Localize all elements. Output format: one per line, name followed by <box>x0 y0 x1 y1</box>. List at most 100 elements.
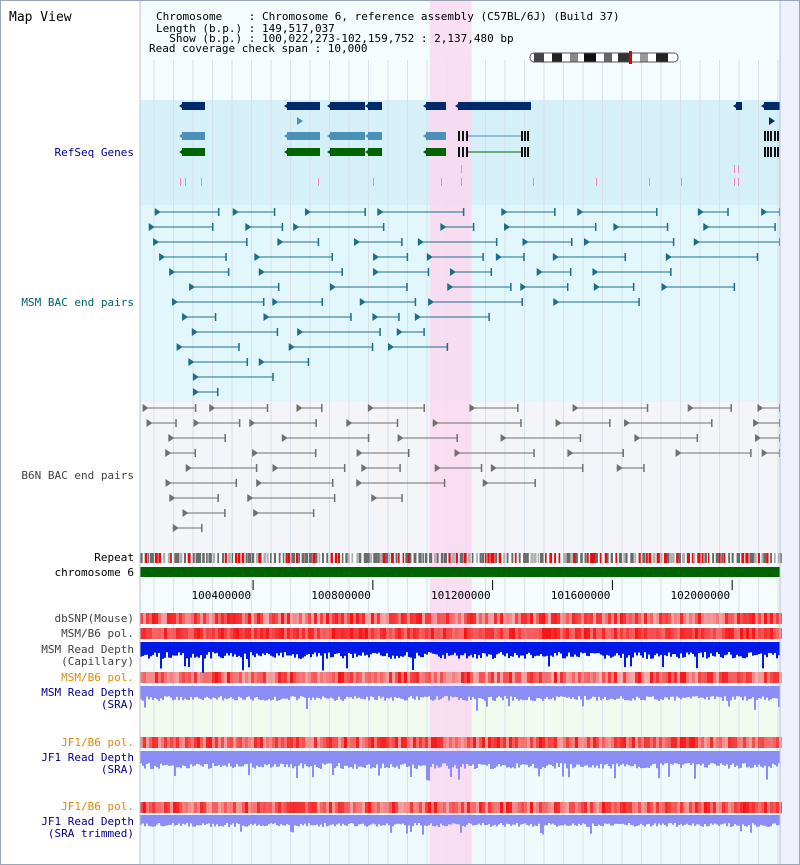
msm-b6-pol-2-heat-cell <box>395 672 398 683</box>
dbsnp-heat-cell <box>521 613 524 624</box>
jf1-b6-pol-heat-cell <box>167 737 170 748</box>
jf1-sra-depth-bar <box>380 751 382 769</box>
track-label-msm-b6-pol-2[interactable]: MSM/B6 pol. <box>61 671 134 684</box>
dbsnp-heat-cell <box>620 613 623 624</box>
msm-b6-pol-2-heat-cell <box>704 672 707 683</box>
msm-capillary-depth-bar <box>200 642 202 656</box>
jf1-b6-pol-heat-cell <box>332 737 335 748</box>
track-label-msm-bac[interactable]: MSM BAC end pairs <box>21 296 134 309</box>
dbsnp-heat-cell <box>182 613 185 624</box>
track-label-jf1-depth-sra[interactable]: JF1 Read Depth (SRA) <box>41 751 134 776</box>
msm-sra-depth-bar <box>366 686 368 697</box>
msm-sra-depth-bar <box>166 686 168 697</box>
msm-sra-depth-bar <box>280 686 282 700</box>
msm-sra-depth-bar <box>324 686 326 698</box>
jf1-b6-pol-2-heat-cell <box>197 802 200 813</box>
jf1-sra-depth-bar <box>240 751 242 767</box>
msm-capillary-depth-bar <box>416 642 418 653</box>
track-label-dbsnp[interactable]: dbSNP(Mouse) <box>54 612 134 625</box>
jf1-trimmed-depth-bar <box>566 815 568 826</box>
jf1-sra-depth-bar <box>174 751 176 777</box>
jf1-b6-pol-heat-cell <box>299 737 302 748</box>
msm-b6-pol-heat-cell <box>233 628 236 639</box>
repeat-element <box>293 553 296 563</box>
jf1-trimmed-depth-bar <box>172 815 174 824</box>
jf1-sra-depth-bar <box>266 751 268 766</box>
jf1-b6-pol-heat-cell <box>776 737 779 748</box>
track-label-msm-depth-capillary[interactable]: MSM Read Depth (Capillary) <box>41 643 134 668</box>
repeat-element <box>518 553 521 563</box>
jf1-sra-depth-bar <box>616 751 618 764</box>
msm-b6-pol-2-heat-cell <box>455 672 458 683</box>
jf1-sra-depth-bar <box>764 751 766 766</box>
repeat-element <box>718 553 721 563</box>
jf1-sra-depth-bar <box>238 751 240 767</box>
jf1-trimmed-depth-bar <box>382 815 384 826</box>
track-label-jf1-b6-pol[interactable]: JF1/B6 pol. <box>61 736 134 749</box>
jf1-sra-depth-bar <box>538 751 540 777</box>
jf1-sra-depth-bar <box>732 751 734 764</box>
chromosome-bar <box>140 567 780 577</box>
msm-capillary-depth-bar <box>630 642 632 667</box>
track-label-b6n-bac[interactable]: B6N BAC end pairs <box>21 469 134 482</box>
msm-b6-pol-heat-cell <box>326 628 329 639</box>
msm-b6-pol-heat-cell <box>536 628 539 639</box>
msm-sra-depth-bar <box>408 686 410 698</box>
jf1-sra-depth-bar <box>718 751 720 766</box>
repeat-element <box>347 553 350 563</box>
jf1-b6-pol-2-heat-cell <box>545 802 548 813</box>
msm-b6-pol-heat-cell <box>647 628 650 639</box>
gene-exon-tick <box>462 131 464 141</box>
track-label-msm-depth-sra[interactable]: MSM Read Depth (SRA) <box>41 686 134 711</box>
jf1-trimmed-depth-bar <box>168 815 170 825</box>
jf1-b6-pol-2-heat-cell <box>755 802 758 813</box>
msm-b6-pol-heat-cell <box>731 628 734 639</box>
gene-exon <box>426 132 446 140</box>
dbsnp-heat-cell <box>578 613 581 624</box>
jf1-sra-depth-bar <box>434 751 436 769</box>
gene-exon <box>330 132 365 140</box>
msm-b6-pol-heat-cell <box>560 628 563 639</box>
track-label-msm-b6-pol[interactable]: MSM/B6 pol. <box>61 627 134 640</box>
repeat-element <box>514 553 517 563</box>
track-label-repeat[interactable]: Repeat <box>94 551 134 564</box>
msm-sra-depth-bar <box>500 686 502 698</box>
msm-sra-depth-bar <box>694 686 696 697</box>
msm-b6-pol-heat-cell <box>671 628 674 639</box>
jf1-trimmed-depth-bar <box>286 815 288 825</box>
msm-sra-depth-bar <box>374 686 376 700</box>
jf1-b6-pol-2-heat-cell <box>212 802 215 813</box>
track-label-jf1-b6-pol-2[interactable]: JF1/B6 pol. <box>61 800 134 813</box>
msm-sra-depth-bar <box>414 686 416 700</box>
msm-b6-pol-2-heat-cell <box>755 672 758 683</box>
jf1-trimmed-depth-bar <box>480 815 482 826</box>
track-label-chromosome[interactable]: chromosome 6 <box>54 566 134 579</box>
jf1-sra-depth-bar <box>356 751 358 769</box>
repeat-element <box>777 553 781 563</box>
jf1-sra-depth-bar <box>224 751 226 766</box>
track-label-jf1-depth-trimmed[interactable]: JF1 Read Depth (SRA trimmed) <box>41 815 134 840</box>
axis-tick-label: 100800000 <box>311 589 371 602</box>
dbsnp-heat-cell <box>713 613 716 624</box>
jf1-sra-depth-bar <box>374 751 376 769</box>
msm-capillary-depth-bar <box>394 642 396 659</box>
msm-capillary-depth-bar <box>640 642 642 656</box>
jf1-trimmed-depth-bar <box>528 815 530 826</box>
jf1-trimmed-depth-bar <box>774 815 776 824</box>
msm-b6-pol-heat-cell <box>407 628 410 639</box>
jf1-trimmed-depth-bar <box>360 815 362 825</box>
jf1-b6-pol-heat-cell <box>317 737 320 748</box>
msm-capillary-depth-bar <box>490 642 492 655</box>
ideogram-band <box>648 53 656 62</box>
jf1-b6-pol-2-heat-cell <box>449 802 452 813</box>
jf1-trimmed-depth-bar <box>640 815 642 824</box>
jf1-b6-pol-2-heat-cell <box>485 802 488 813</box>
msm-sra-depth-bar <box>740 686 742 698</box>
msm-b6-pol-heat-cell <box>443 628 446 639</box>
repeat-element <box>736 553 741 563</box>
jf1-trimmed-depth-bar <box>320 815 322 825</box>
msm-b6-pol-2-heat-cell <box>200 672 203 683</box>
repeat-element <box>424 553 428 563</box>
track-label-refseq[interactable]: RefSeq Genes <box>54 146 134 159</box>
